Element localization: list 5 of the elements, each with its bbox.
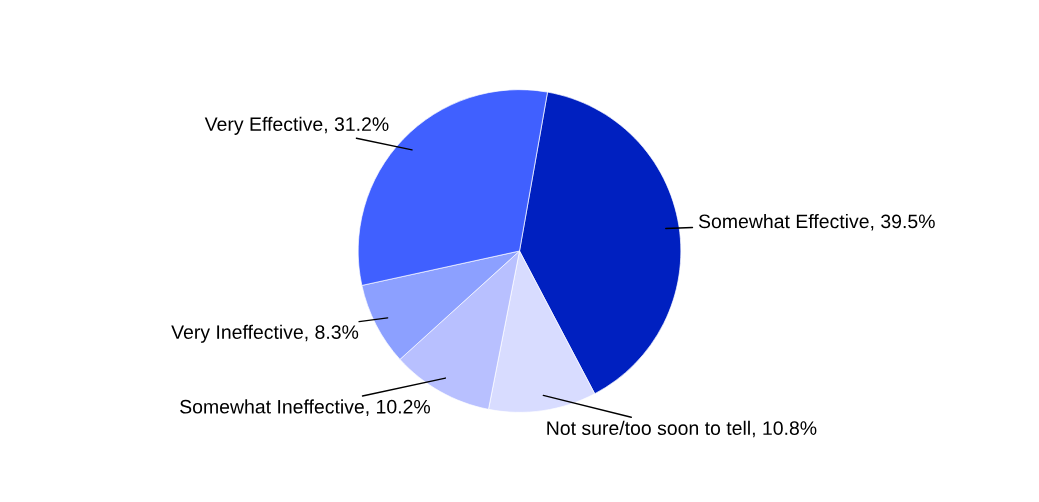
slice-label: Somewhat Ineffective, 10.2% xyxy=(180,399,430,416)
slice-label: Not sure/too soon to tell, 10.8% xyxy=(547,420,817,438)
slice-label: Very Ineffective, 8.3% xyxy=(171,324,359,343)
slice-label: Very Effective, 31.2% xyxy=(204,116,389,135)
slice-label: Somewhat Effective, 39.5% xyxy=(698,213,935,231)
